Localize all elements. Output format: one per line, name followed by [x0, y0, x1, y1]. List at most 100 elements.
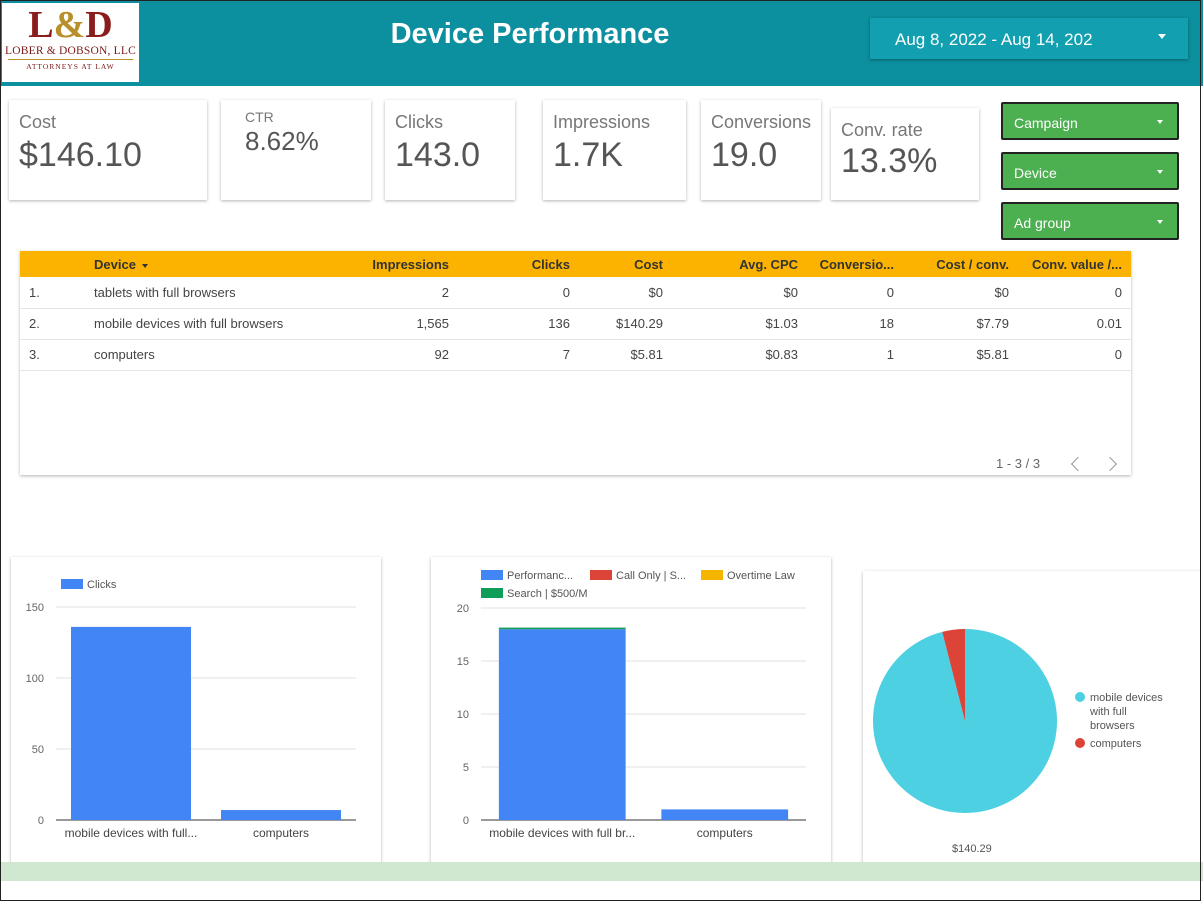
legend-swatch [481, 570, 503, 580]
cell-cost: $0 [648, 285, 663, 300]
filter-label: Device [1014, 165, 1057, 181]
legend-label: mobile devices [1090, 692, 1163, 704]
pie-data-label: $140.29 [952, 843, 992, 855]
legend-label: Clicks [87, 579, 117, 591]
scorecard-label: Conv. rate [841, 120, 923, 140]
scorecard-value: 1.7K [553, 136, 623, 174]
bar [221, 810, 341, 820]
y-tick-label: 15 [457, 656, 469, 668]
y-tick-label: 0 [38, 815, 44, 827]
y-tick-label: 100 [26, 673, 44, 685]
footer-band [0, 862, 1203, 881]
conversions-stacked-bar-chart: Performanc... Call Only | S... Overtime La… [457, 570, 806, 840]
cell-device: tablets with full browsers [94, 285, 236, 300]
pagination-text: 1 - 3 / 3 [996, 456, 1041, 471]
legend-dot [1075, 738, 1085, 748]
cell-avg-cpc: $1.03 [765, 316, 798, 331]
bar [498, 629, 626, 820]
table-row[interactable]: 1. tablets with full browsers 2 0 $0 $0 … [20, 277, 1131, 309]
cell-device: mobile devices with full browsers [94, 316, 284, 331]
column-header-cost-per-conv[interactable]: Cost / conv. [936, 257, 1009, 272]
legend-label: Performanc... [507, 570, 573, 582]
conversions-stacked-bar-chart-card: Performanc... Call Only | S... Overtime La… [431, 557, 831, 870]
cell-clicks: 0 [562, 285, 570, 300]
chevron-right-icon[interactable] [1102, 456, 1118, 472]
scorecard-label: Cost [19, 112, 57, 132]
column-header-avg-cpc[interactable]: Avg. CPC [739, 257, 798, 272]
y-tick-label: 20 [457, 603, 469, 615]
header-bar: L&D LOBER & DOBSON, LLC ATTORNEYS AT LAW… [0, 0, 1203, 86]
sort-caret-icon [141, 263, 148, 268]
chevron-left-icon[interactable] [1070, 456, 1086, 472]
column-header-conv-value[interactable]: Conv. value /... [1031, 257, 1122, 272]
legend-swatch [61, 579, 83, 589]
cell-conv-value: 0 [1114, 347, 1122, 362]
table-header: Device Impressions Clicks Cost Avg. CPC … [20, 251, 1131, 277]
cell-conversions: 1 [886, 347, 894, 362]
column-header-cost[interactable]: Cost [634, 257, 663, 272]
column-header-clicks[interactable]: Clicks [531, 257, 570, 272]
legend-dot [1075, 692, 1085, 702]
x-tick-label: computers [697, 826, 753, 840]
cell-cost-per-conv: $7.79 [976, 316, 1009, 331]
device-table: Device Impressions Clicks Cost Avg. CPC … [20, 251, 1131, 475]
cell-impressions: 2 [441, 285, 449, 300]
scorecard-value: $146.10 [19, 136, 142, 174]
legend-label: browsers [1090, 720, 1135, 732]
x-tick-label: mobile devices with full... [65, 826, 198, 840]
scorecard-conv-rate: Conv. rate 13.3% [831, 108, 979, 200]
scorecard-clicks: Clicks 143.0 [385, 100, 515, 200]
bar [498, 627, 626, 630]
bar [71, 626, 191, 820]
filter-device[interactable]: Device [1001, 152, 1179, 190]
table-row[interactable]: 3. computers 92 7 $5.81 $0.83 1 $5.81 0 [20, 339, 1131, 371]
scorecard-value: 13.3% [841, 142, 938, 180]
legend-swatch [701, 570, 723, 580]
cell-impressions: 1,565 [416, 316, 449, 331]
y-tick-label: 5 [463, 762, 469, 774]
cell-conv-value: 0.01 [1096, 316, 1122, 331]
firm-logo: L&D LOBER & DOBSON, LLC ATTORNEYS AT LAW [2, 3, 139, 82]
date-range-picker[interactable]: Aug 8, 2022 - Aug 14, 202 [870, 18, 1188, 59]
scorecard-label: CTR [245, 109, 274, 125]
scorecard-label: Conversions [711, 112, 812, 132]
row-index: 1. [29, 285, 40, 300]
legend-label: Search | $500/M [507, 588, 588, 600]
row-index: 2. [29, 316, 40, 331]
scorecard-label: Impressions [553, 112, 651, 132]
page-title: Device Performance [390, 18, 670, 50]
caret-down-icon [1157, 220, 1163, 224]
scorecard-label: Clicks [395, 112, 443, 132]
cell-cost: $140.29 [616, 316, 663, 331]
column-header-conversions[interactable]: Conversio... [819, 257, 894, 272]
date-range-text: Aug 8, 2022 - Aug 14, 202 [895, 30, 1093, 49]
caret-down-icon [1157, 170, 1163, 174]
legend-label: computers [1090, 738, 1142, 750]
filter-campaign[interactable]: Campaign [1001, 102, 1179, 140]
logo-mark: L&D [28, 4, 113, 46]
caret-down-icon [1158, 34, 1166, 39]
x-tick-label: computers [253, 826, 309, 840]
table-row[interactable]: 2. mobile devices with full browsers 1,5… [20, 308, 1131, 340]
legend-label: Overtime Law [727, 570, 795, 582]
cell-cost: $5.81 [630, 347, 663, 362]
cell-clicks: 7 [562, 347, 570, 362]
y-tick-label: 0 [463, 815, 469, 827]
row-index: 3. [29, 347, 40, 362]
filter-label: Ad group [1014, 215, 1071, 231]
legend-swatch [590, 570, 612, 580]
cell-avg-cpc: $0 [783, 285, 798, 300]
filter-label: Campaign [1014, 115, 1078, 131]
scorecard-impressions: Impressions 1.7K [543, 100, 686, 200]
cell-conv-value: 0 [1114, 285, 1122, 300]
cell-impressions: 92 [434, 347, 449, 362]
logo-subtitle: ATTORNEYS AT LAW [8, 59, 133, 71]
legend-label: Call Only | S... [616, 570, 686, 582]
scorecard-value: 143.0 [395, 136, 481, 174]
legend-label: with full [1089, 706, 1127, 718]
filter-ad-group[interactable]: Ad group [1001, 202, 1179, 240]
column-header-device[interactable]: Device [94, 257, 148, 272]
scorecard-cost: Cost $146.10 [9, 100, 207, 200]
cell-device: computers [94, 347, 155, 362]
column-header-impressions[interactable]: Impressions [372, 257, 449, 272]
